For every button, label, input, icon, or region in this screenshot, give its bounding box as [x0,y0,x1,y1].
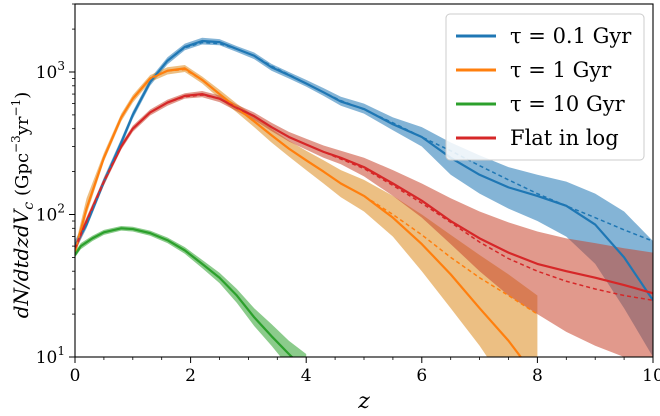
uncertainty-band [75,37,653,357]
y-label-unit-mid: yr [12,116,33,136]
uncertainty-band [75,64,538,357]
fit-line [75,94,653,302]
x-axis-label: z [357,389,370,414]
legend-item: Flat in log [456,126,619,150]
y-tick-label: 102 [36,201,65,225]
y-label-unit-close: ) [12,92,33,99]
legend-label: τ = 0.1 Gyr [510,24,632,48]
uncertainty-band [75,226,307,357]
y-label-unit-open: (Gpc [12,153,33,196]
y-tick-label: 103 [36,59,65,83]
legend-item: τ = 0.1 Gyr [456,24,632,48]
legend-item: τ = 1 Gyr [456,58,612,82]
fit-line [75,41,653,247]
y-label-unit-sup1: −3 [9,135,23,153]
y-label-main-sub: c [21,202,37,210]
fit-line [75,68,538,315]
y-tick-label: 101 [36,344,65,368]
y-label-main: dN/dtdzdV [9,207,33,318]
legend-label: τ = 10 Gyr [510,92,626,116]
x-tick-label: 8 [532,366,543,386]
legend: τ = 0.1 Gyr τ = 1 Gyr τ = 10 Gyr Flat in… [445,13,645,161]
x-tick-label: 0 [70,366,81,386]
x-tick-label: 4 [301,366,312,386]
y-label-unit-sup2: −1 [9,99,23,117]
legend-label: Flat in log [510,126,619,150]
x-tick-label: 2 [185,366,196,386]
x-tick-label: 10 [642,366,660,386]
plot-frame [74,3,654,358]
fit-line [75,227,294,357]
legend-label: τ = 1 Gyr [510,58,612,82]
uncertainty-band [75,91,653,357]
fit-lines [75,41,653,357]
series-line [75,227,294,357]
uncertainty-bands [75,37,653,357]
x-tick-label: 6 [416,366,427,386]
legend-box [445,13,645,161]
y-axis-label: dN/dtdzdVc (Gpc−3yr−1) [9,92,37,319]
legend-item: τ = 10 Gyr [456,92,626,116]
